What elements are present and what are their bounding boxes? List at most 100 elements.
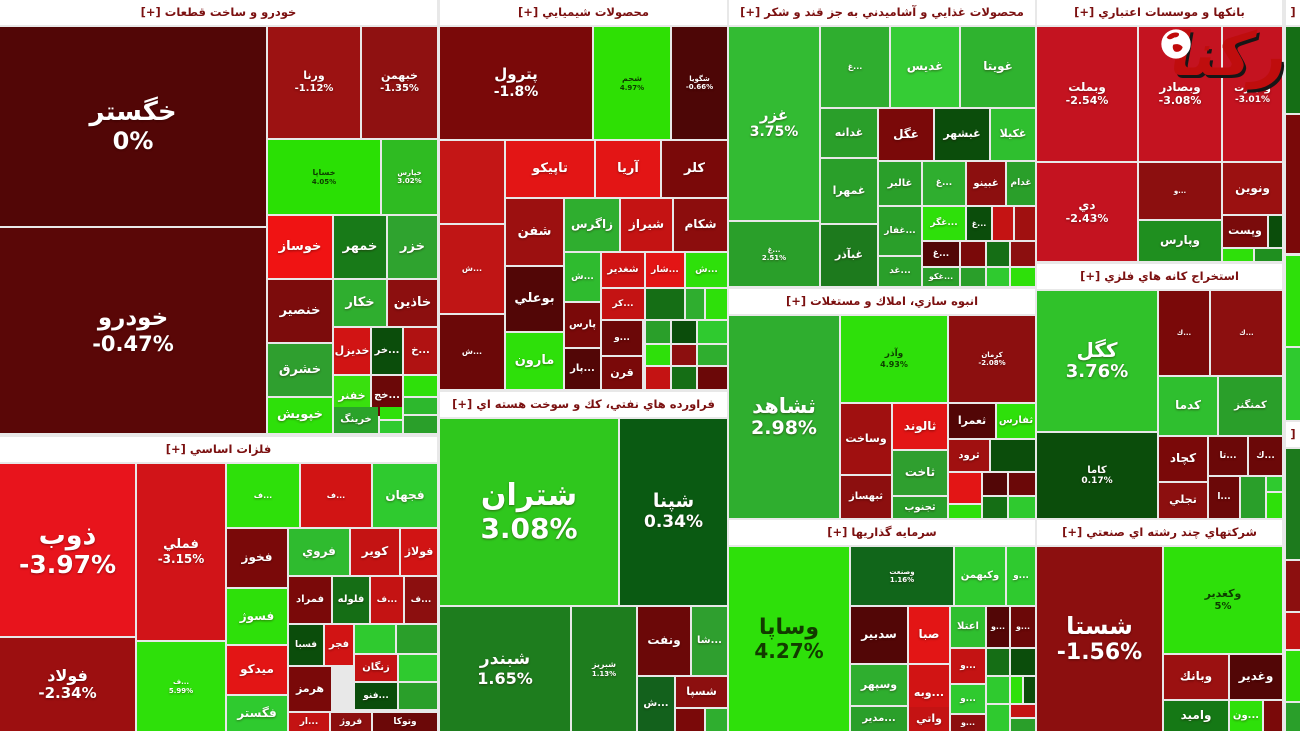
treemap-tile[interactable]: [987, 268, 1009, 286]
treemap-tile[interactable]: خديزل: [334, 328, 370, 374]
treemap-tile[interactable]: [706, 709, 727, 731]
treemap-tile[interactable]: ثاخت: [893, 451, 947, 495]
treemap-tile[interactable]: [983, 497, 1007, 518]
treemap-tile[interactable]: ...غ 2.51%: [729, 222, 819, 286]
treemap-tile[interactable]: فولاد -2.34%: [0, 638, 135, 731]
treemap-tile[interactable]: وغدير: [1230, 655, 1282, 699]
treemap-tile[interactable]: [706, 289, 727, 319]
treemap-tile[interactable]: ...و: [951, 685, 985, 713]
treemap-tile[interactable]: [698, 345, 727, 365]
treemap-tile[interactable]: [987, 677, 1009, 703]
treemap-tile[interactable]: ونوين: [1223, 163, 1282, 214]
treemap-tile[interactable]: ثعمرا: [949, 404, 995, 438]
treemap-tile[interactable]: كمنگنز: [1219, 377, 1282, 435]
treemap-tile[interactable]: ...و: [951, 715, 985, 731]
treemap-tile[interactable]: وصنعت 1.16%: [851, 547, 953, 605]
treemap-tile[interactable]: ...ف: [227, 464, 299, 527]
treemap-tile[interactable]: واتي: [909, 707, 949, 731]
treemap-tile[interactable]: وآذر 4.93%: [841, 316, 947, 402]
treemap-tile[interactable]: [1286, 348, 1300, 420]
treemap-tile[interactable]: خكار: [334, 280, 386, 326]
treemap-tile[interactable]: [676, 709, 704, 731]
treemap-tile[interactable]: غديس: [891, 27, 959, 107]
treemap-tile[interactable]: [672, 345, 696, 365]
treemap-tile[interactable]: [949, 505, 981, 518]
treemap-tile[interactable]: [1269, 216, 1282, 247]
treemap-tile[interactable]: ...مدير: [851, 707, 907, 731]
treemap-tile[interactable]: خوساز: [268, 216, 332, 278]
treemap-tile[interactable]: ...ون: [1230, 701, 1262, 731]
treemap-tile[interactable]: [1011, 649, 1035, 675]
treemap-tile[interactable]: غدام: [1007, 162, 1035, 205]
treemap-tile[interactable]: فجهان: [373, 464, 437, 527]
treemap-tile[interactable]: [1286, 256, 1300, 346]
treemap-tile[interactable]: شجم 4.97%: [594, 27, 670, 139]
treemap-tile[interactable]: ...غد: [879, 257, 921, 286]
treemap-tile[interactable]: شپنا 0.34%: [620, 419, 727, 605]
treemap-tile[interactable]: واميد: [1164, 701, 1228, 731]
treemap-tile[interactable]: فجر: [325, 625, 353, 665]
treemap-tile[interactable]: [672, 367, 696, 389]
treemap-tile[interactable]: ...ش: [565, 253, 600, 301]
treemap-tile[interactable]: ...غ: [923, 162, 965, 205]
treemap-tile[interactable]: فروژ: [331, 713, 371, 731]
treemap-tile[interactable]: تجلي: [1159, 483, 1207, 518]
treemap-tile[interactable]: ثفارس: [997, 404, 1035, 438]
treemap-tile[interactable]: [987, 705, 1009, 731]
treemap-tile[interactable]: خمهر: [334, 216, 386, 278]
treemap-tile[interactable]: [399, 655, 437, 681]
treemap-tile[interactable]: ...و: [602, 321, 642, 355]
treemap-tile[interactable]: شگويا -0.66%: [672, 27, 727, 139]
treemap-tile[interactable]: پترول -1.8%: [440, 27, 592, 139]
treemap-tile[interactable]: وبانك: [1164, 655, 1228, 699]
treemap-tile[interactable]: خگستر 0%: [0, 27, 266, 226]
treemap-tile[interactable]: [1286, 115, 1300, 253]
treemap-tile[interactable]: [1011, 705, 1035, 717]
treemap-tile[interactable]: [1286, 651, 1300, 701]
treemap-tile[interactable]: ...ا: [1209, 477, 1239, 518]
treemap-tile[interactable]: [1009, 473, 1035, 495]
treemap-tile[interactable]: شفن: [506, 199, 563, 265]
treemap-tile[interactable]: ...ف: [371, 577, 403, 623]
treemap-tile[interactable]: دي -2.43%: [1037, 163, 1137, 261]
treemap-tile[interactable]: فلوله: [333, 577, 369, 623]
treemap-tile[interactable]: غزر 3.75%: [729, 27, 819, 220]
treemap-tile[interactable]: [646, 367, 670, 389]
treemap-tile[interactable]: ...ف 5.99%: [137, 642, 225, 731]
treemap-tile[interactable]: كلر: [662, 141, 727, 197]
treemap-tile[interactable]: زاگرس: [565, 199, 619, 251]
treemap-tile[interactable]: [1264, 701, 1282, 731]
treemap-tile[interactable]: ...ف: [301, 464, 371, 527]
treemap-tile[interactable]: وكبهمن: [955, 547, 1005, 605]
treemap-tile[interactable]: شبندر 1.65%: [440, 607, 570, 731]
treemap-tile[interactable]: غالبر: [879, 162, 921, 205]
treemap-tile[interactable]: ...ش: [440, 315, 504, 389]
treemap-tile[interactable]: وتجارت -3.01%: [1223, 27, 1282, 161]
treemap-tile[interactable]: كوير: [351, 529, 399, 575]
treemap-tile[interactable]: وبملت -2.54%: [1037, 27, 1137, 161]
treemap-tile[interactable]: ثرود: [949, 440, 989, 471]
treemap-tile[interactable]: غكيلا: [991, 109, 1035, 160]
treemap-tile[interactable]: [961, 242, 985, 266]
treemap-tile[interactable]: شغدير: [602, 253, 644, 287]
treemap-tile[interactable]: ...غفار: [879, 207, 921, 255]
treemap-tile[interactable]: [1286, 561, 1300, 611]
treemap-tile[interactable]: فگستر: [227, 696, 287, 731]
treemap-tile[interactable]: [1011, 677, 1022, 703]
treemap-tile[interactable]: خنصير: [268, 280, 332, 342]
treemap-tile[interactable]: ...ش: [686, 253, 727, 287]
treemap-tile[interactable]: [1011, 268, 1035, 286]
treemap-tile[interactable]: هرمز: [289, 667, 331, 711]
treemap-tile[interactable]: [1255, 249, 1282, 261]
treemap-tile[interactable]: [1267, 493, 1282, 518]
treemap-tile[interactable]: [983, 473, 1007, 495]
treemap-tile[interactable]: [355, 625, 395, 653]
treemap-tile[interactable]: غمهرا: [821, 159, 877, 223]
treemap-tile[interactable]: [686, 289, 704, 319]
treemap-tile[interactable]: ...غگر: [923, 207, 965, 240]
treemap-tile[interactable]: [646, 321, 670, 343]
treemap-tile[interactable]: وساپا 4.27%: [729, 547, 849, 731]
treemap-tile[interactable]: ...غ: [821, 27, 889, 107]
treemap-tile[interactable]: كچاد: [1159, 437, 1207, 481]
treemap-tile[interactable]: فملي -3.15%: [137, 464, 225, 640]
